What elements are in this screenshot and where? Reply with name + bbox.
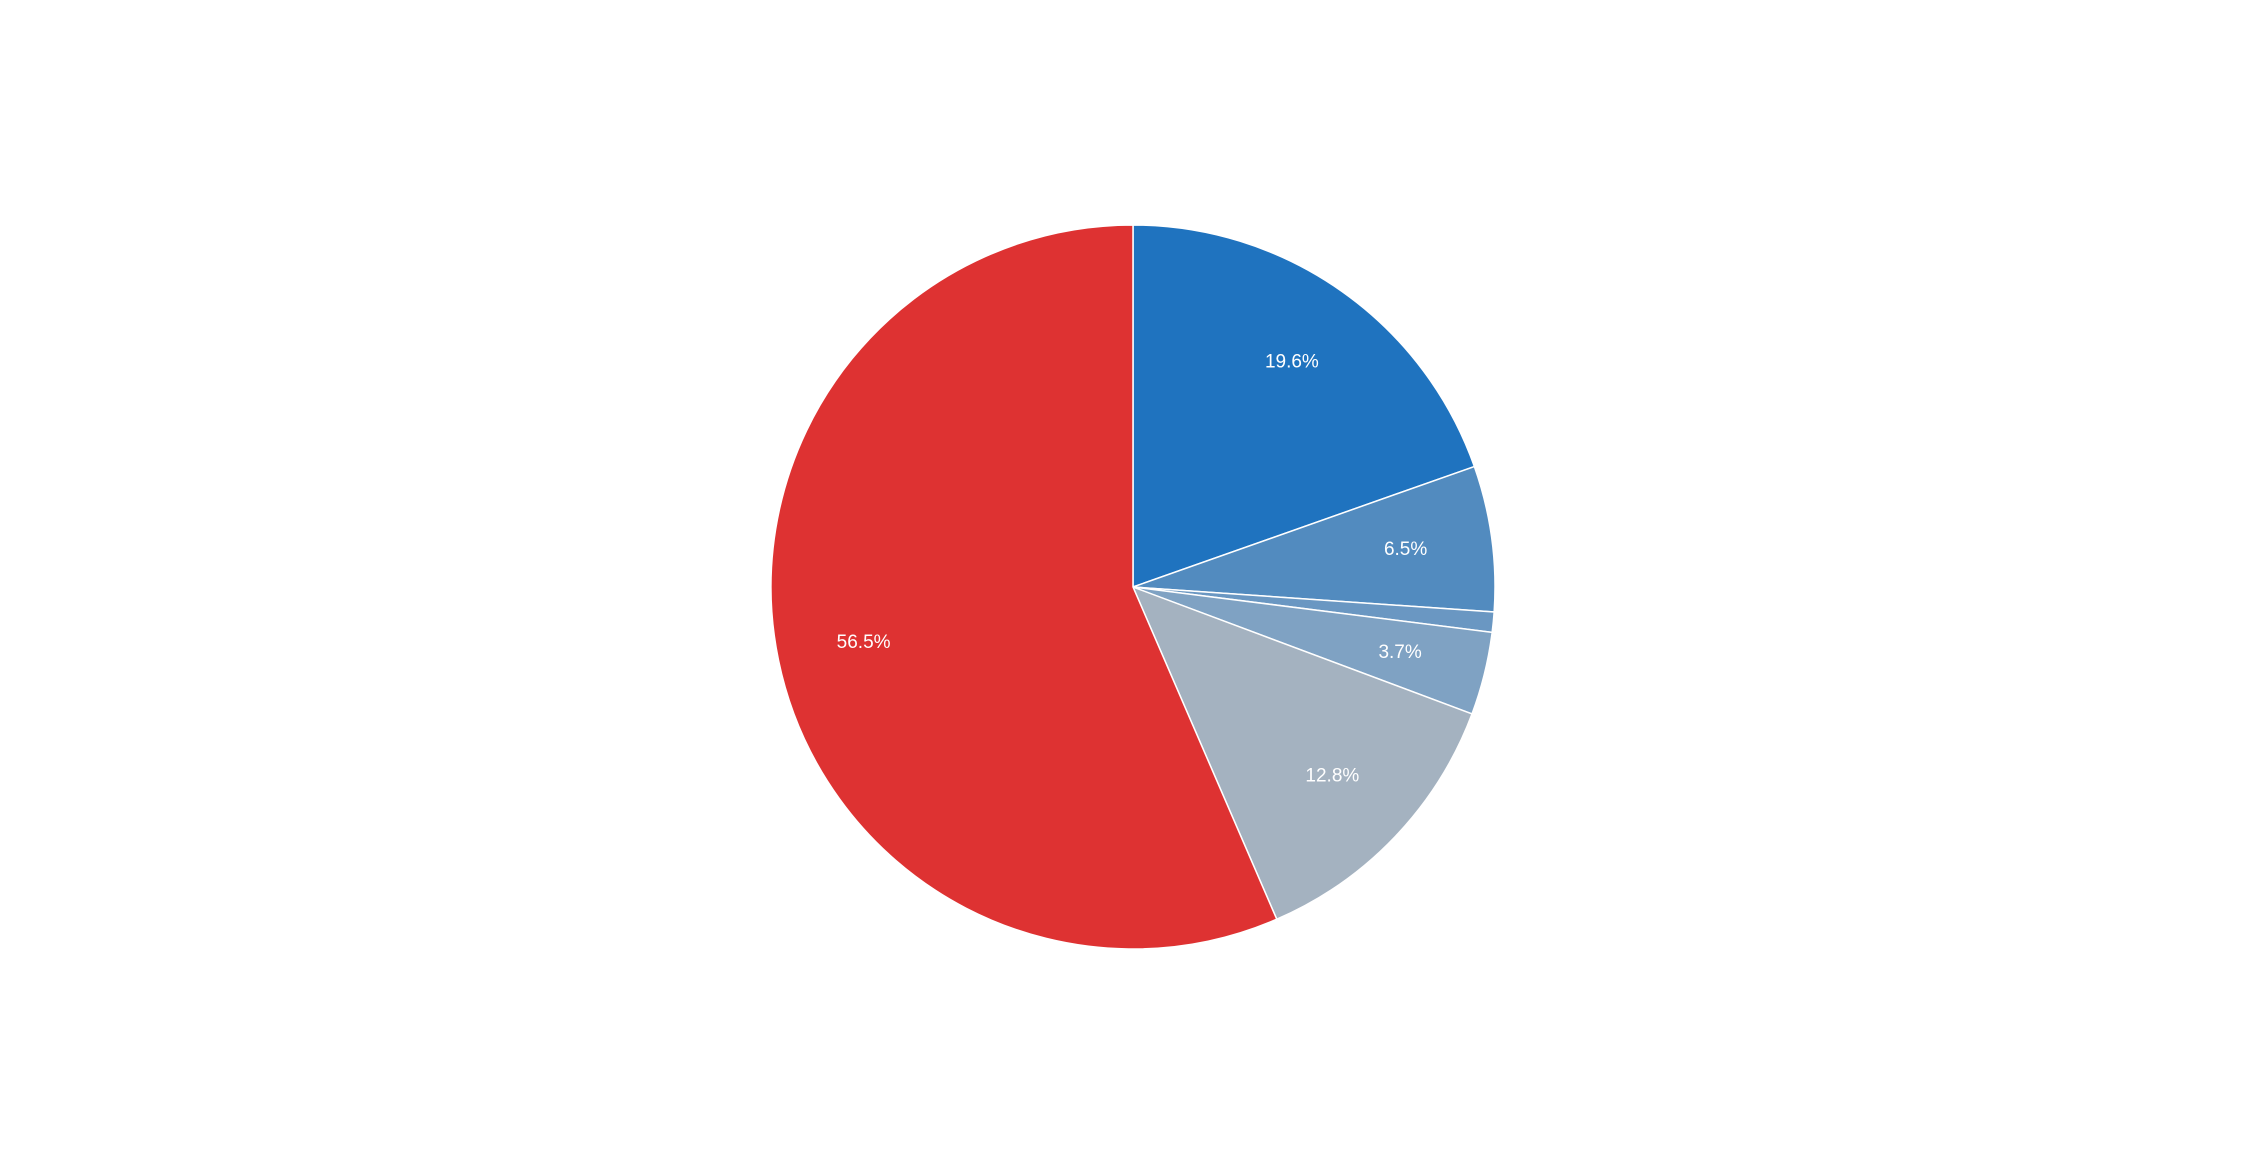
slice-label-6: 56.5%: [837, 632, 891, 653]
pie-slice-2: [1132, 465, 1496, 613]
slice-label-1: 19.6%: [1265, 351, 1319, 372]
slices-layer: [770, 224, 1496, 950]
pie-slice-5: [1131, 585, 1473, 921]
labels-layer: 19.6% 6.5% 3.7% 12.8% 56.5%: [837, 351, 1428, 786]
slice-label-2: 6.5%: [1384, 539, 1427, 560]
slice-label-4: 3.7%: [1378, 642, 1421, 663]
slice-label-5: 12.8%: [1305, 766, 1359, 787]
pie-slice-6: [770, 224, 1278, 950]
